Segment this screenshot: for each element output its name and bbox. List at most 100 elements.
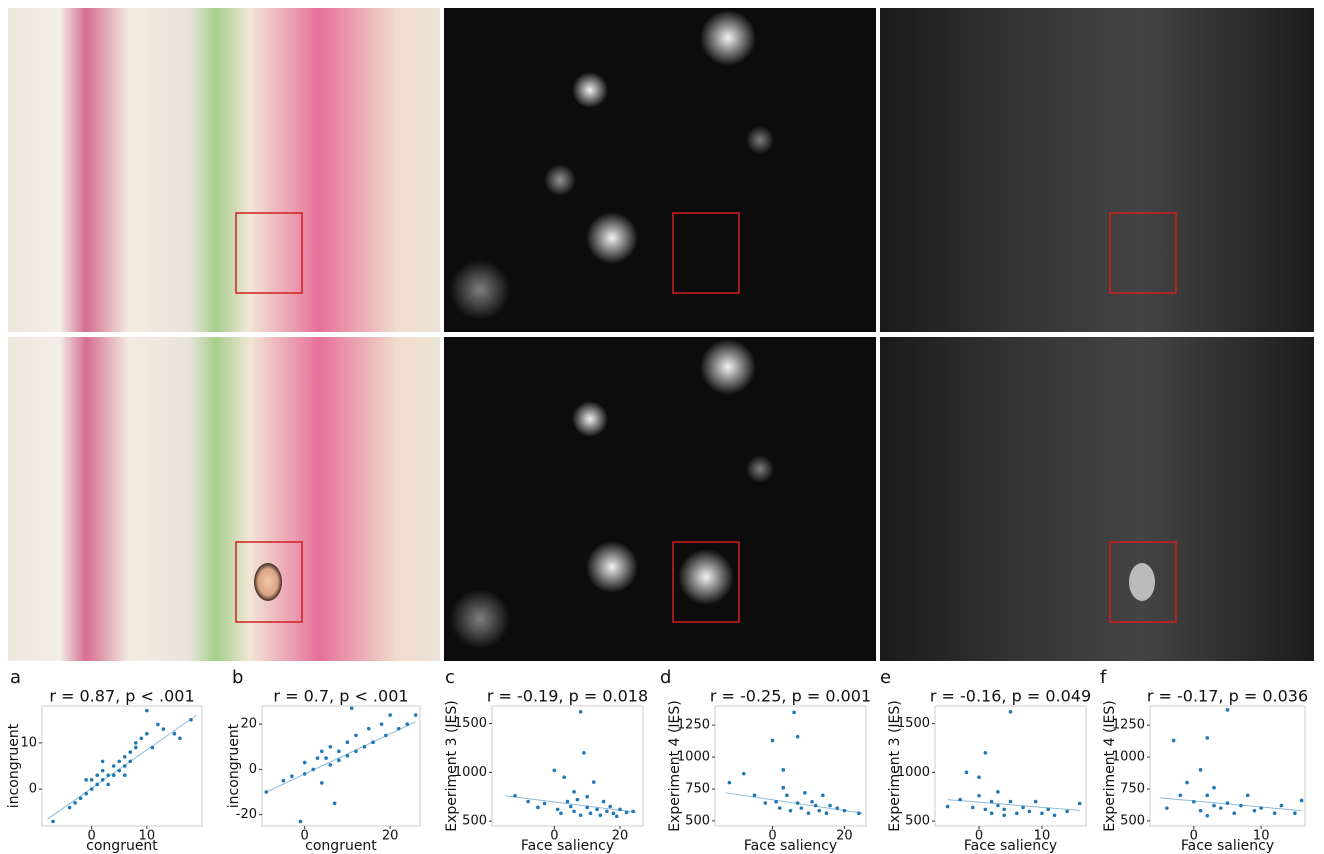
point [106, 773, 111, 778]
panel-label: c [445, 667, 455, 688]
point [513, 793, 517, 798]
point [111, 773, 116, 778]
x-tick-label: 20 [382, 829, 399, 844]
saliency-map [444, 8, 876, 332]
y-tick-label: 500 [462, 814, 487, 829]
point [813, 803, 818, 808]
point [328, 763, 333, 767]
y-tick-label: 1500 [897, 716, 930, 731]
point [51, 819, 55, 824]
point [1046, 807, 1051, 812]
point [161, 727, 166, 731]
point [384, 733, 388, 738]
point [95, 773, 99, 778]
point [128, 750, 133, 754]
point [795, 734, 800, 739]
point [150, 745, 155, 750]
point [128, 759, 133, 764]
point [332, 801, 337, 806]
point [1259, 806, 1263, 810]
x-tick-label: 0 [301, 829, 309, 844]
trend-line [947, 799, 1080, 811]
point [117, 768, 122, 773]
point [785, 793, 789, 798]
point [817, 808, 822, 813]
trend-line [266, 721, 416, 793]
point [1002, 813, 1007, 818]
y-tick-label: -20 [236, 807, 257, 822]
x-axis-label: Face saliency [1181, 838, 1274, 854]
point [264, 790, 269, 794]
point [67, 805, 72, 810]
point [1198, 808, 1203, 813]
point [792, 710, 796, 715]
point [810, 799, 814, 804]
point [1218, 806, 1223, 810]
point [413, 713, 418, 717]
chart-title: r = -0.17, p = 0.036 [1147, 687, 1308, 706]
x-axis-label: Face saliency [521, 838, 614, 854]
point [1077, 801, 1082, 806]
point [788, 808, 793, 813]
face-edge [1129, 563, 1155, 601]
point [824, 811, 829, 816]
chart-title: r = 0.7, p < .001 [273, 687, 408, 706]
point [319, 781, 324, 785]
point [575, 797, 580, 802]
y-axis-label: Experiment 4 (IES) [667, 700, 683, 831]
point [172, 731, 177, 736]
point [354, 733, 358, 738]
scatter-panel: e r = -0.16, p = 0.049 0 10 500 1000 1500 Face … [880, 667, 1091, 854]
point [1021, 805, 1025, 810]
x-axis-label: Face saliency [964, 838, 1057, 854]
point [977, 793, 981, 798]
edge-map [880, 337, 1314, 661]
point [345, 754, 350, 758]
point [1252, 808, 1257, 813]
chart-title: r = -0.19, p = 0.018 [487, 687, 648, 706]
point [795, 801, 800, 805]
point [958, 797, 962, 802]
panel-label: b [232, 667, 243, 688]
point [857, 811, 861, 816]
point [117, 759, 122, 764]
point [1178, 793, 1183, 798]
photo [8, 8, 440, 332]
trend-line [47, 714, 197, 820]
x-axis-label: congruent [86, 838, 158, 854]
point [405, 722, 409, 726]
x-tick-label: 0 [1190, 829, 1198, 844]
point [1002, 807, 1007, 812]
point [1239, 803, 1243, 808]
point [84, 791, 88, 796]
point [302, 760, 307, 765]
point [611, 811, 616, 816]
point [618, 807, 622, 812]
plot-frame [934, 705, 1087, 827]
point [1205, 793, 1210, 798]
edge-map [880, 8, 1314, 332]
image-panels [8, 8, 1314, 661]
point [1008, 710, 1013, 714]
point [799, 806, 804, 810]
point [281, 778, 286, 783]
y-tick-label: 1250 [1112, 718, 1145, 733]
y-tick-label: 500 [685, 813, 710, 828]
point [1185, 780, 1189, 785]
x-tick-label: 0 [550, 829, 558, 844]
point [315, 756, 320, 760]
y-tick-label: 1000 [677, 750, 710, 765]
y-axis-label: Experiment 3 (IES) [444, 700, 460, 831]
point [803, 791, 807, 795]
point [842, 808, 847, 813]
point [122, 754, 127, 759]
point [763, 801, 768, 805]
y-axis-label: Experiment 4 (IES) [1102, 700, 1118, 831]
y-tick-label: 0 [29, 782, 37, 797]
point [588, 811, 593, 816]
y-axis-label: incongruent [6, 723, 22, 808]
point [578, 710, 583, 714]
point [73, 801, 77, 805]
y-tick-label: 500 [905, 814, 930, 829]
